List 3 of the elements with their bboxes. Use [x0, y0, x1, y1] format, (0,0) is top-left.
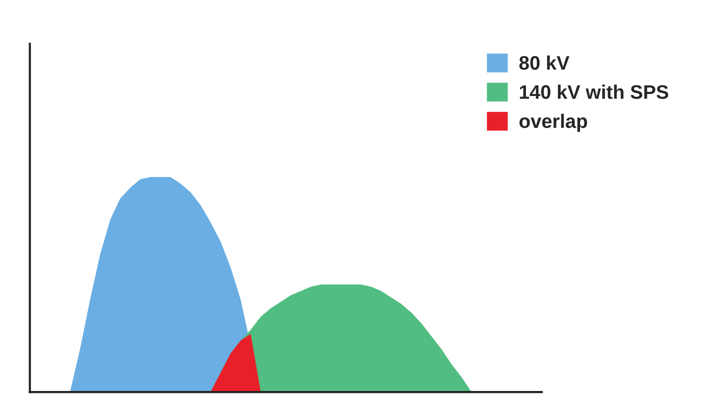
legend-label: 140 kV with SPS	[520, 84, 668, 99]
legend-label: overlap	[519, 114, 588, 132]
legend-label: 80 kV	[519, 56, 570, 70]
